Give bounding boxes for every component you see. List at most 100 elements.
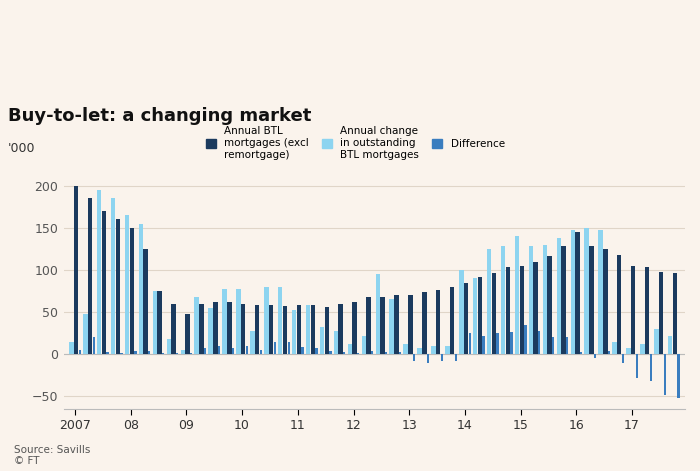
Bar	[501, 246, 505, 354]
Bar	[491, 273, 496, 354]
Bar	[97, 190, 102, 354]
Bar	[608, 351, 610, 354]
Bar	[260, 350, 262, 354]
Bar	[78, 350, 81, 354]
Bar	[626, 348, 631, 354]
Bar	[204, 348, 206, 354]
Bar	[584, 228, 589, 354]
Bar	[311, 305, 315, 354]
Bar	[250, 331, 255, 354]
Bar	[213, 302, 218, 354]
Bar	[343, 352, 345, 354]
Bar	[510, 332, 512, 354]
Bar	[162, 353, 164, 354]
Bar	[102, 211, 106, 354]
Bar	[176, 353, 178, 354]
Legend: Annual BTL
mortgages (excl
remortgage), Annual change
in outstanding
BTL mortgag: Annual BTL mortgages (excl remortgage), …	[206, 126, 505, 160]
Text: '000: '000	[8, 142, 36, 155]
Bar	[385, 352, 387, 354]
Bar	[678, 354, 680, 398]
Bar	[566, 337, 568, 354]
Bar	[654, 329, 659, 354]
Bar	[111, 198, 116, 354]
Bar	[362, 336, 366, 354]
Bar	[617, 255, 622, 354]
Bar	[283, 306, 287, 354]
Bar	[148, 351, 150, 354]
Bar	[413, 354, 415, 361]
Bar	[468, 333, 471, 354]
Bar	[246, 346, 248, 354]
Bar	[389, 300, 394, 354]
Bar	[570, 229, 575, 354]
Bar	[441, 354, 443, 361]
Bar	[375, 274, 380, 354]
Bar	[673, 273, 677, 354]
Bar	[116, 219, 120, 354]
Bar	[92, 337, 95, 354]
Bar	[172, 304, 176, 354]
Bar	[306, 305, 310, 354]
Bar	[659, 272, 664, 354]
Bar	[134, 351, 136, 354]
Bar	[473, 278, 477, 354]
Bar	[459, 270, 463, 354]
Bar	[158, 291, 162, 354]
Bar	[445, 346, 449, 354]
Bar	[232, 348, 234, 354]
Bar	[227, 302, 232, 354]
Bar	[547, 257, 552, 354]
Bar	[589, 246, 594, 354]
Bar	[218, 346, 220, 354]
Bar	[186, 314, 190, 354]
Bar	[88, 198, 92, 354]
Bar	[223, 289, 227, 354]
Bar	[403, 344, 408, 354]
Bar	[464, 283, 468, 354]
Bar	[450, 287, 454, 354]
Bar	[241, 304, 246, 354]
Bar	[636, 354, 638, 378]
Bar	[622, 354, 624, 363]
Bar	[190, 353, 193, 354]
Bar	[278, 287, 283, 354]
Bar	[650, 354, 652, 381]
Bar	[209, 308, 213, 354]
Bar	[408, 295, 412, 354]
Bar	[496, 333, 498, 354]
Bar	[69, 341, 73, 354]
Bar	[199, 304, 204, 354]
Bar	[316, 349, 318, 354]
Bar	[542, 245, 547, 354]
Bar	[139, 224, 143, 354]
Bar	[153, 291, 157, 354]
Bar	[598, 229, 603, 354]
Bar	[422, 292, 426, 354]
Text: Buy-to-let: a changing market: Buy-to-let: a changing market	[8, 107, 312, 125]
Bar	[292, 310, 296, 354]
Bar	[255, 305, 260, 354]
Bar	[561, 246, 566, 354]
Bar	[167, 339, 171, 354]
Bar	[533, 261, 538, 354]
Bar	[325, 307, 329, 354]
Text: Source: Savills
© FT: Source: Savills © FT	[14, 445, 90, 466]
Bar	[320, 327, 324, 354]
Bar	[130, 228, 134, 354]
Bar	[454, 354, 457, 361]
Bar	[120, 353, 122, 354]
Bar	[297, 305, 301, 354]
Bar	[83, 314, 88, 354]
Bar	[288, 342, 290, 354]
Bar	[482, 336, 484, 354]
Bar	[302, 347, 304, 354]
Bar	[431, 346, 435, 354]
Bar	[195, 297, 199, 354]
Bar	[436, 290, 440, 354]
Bar	[668, 336, 673, 354]
Bar	[348, 344, 352, 354]
Bar	[417, 348, 422, 354]
Bar	[371, 351, 373, 354]
Bar	[594, 354, 596, 358]
Bar	[352, 302, 357, 354]
